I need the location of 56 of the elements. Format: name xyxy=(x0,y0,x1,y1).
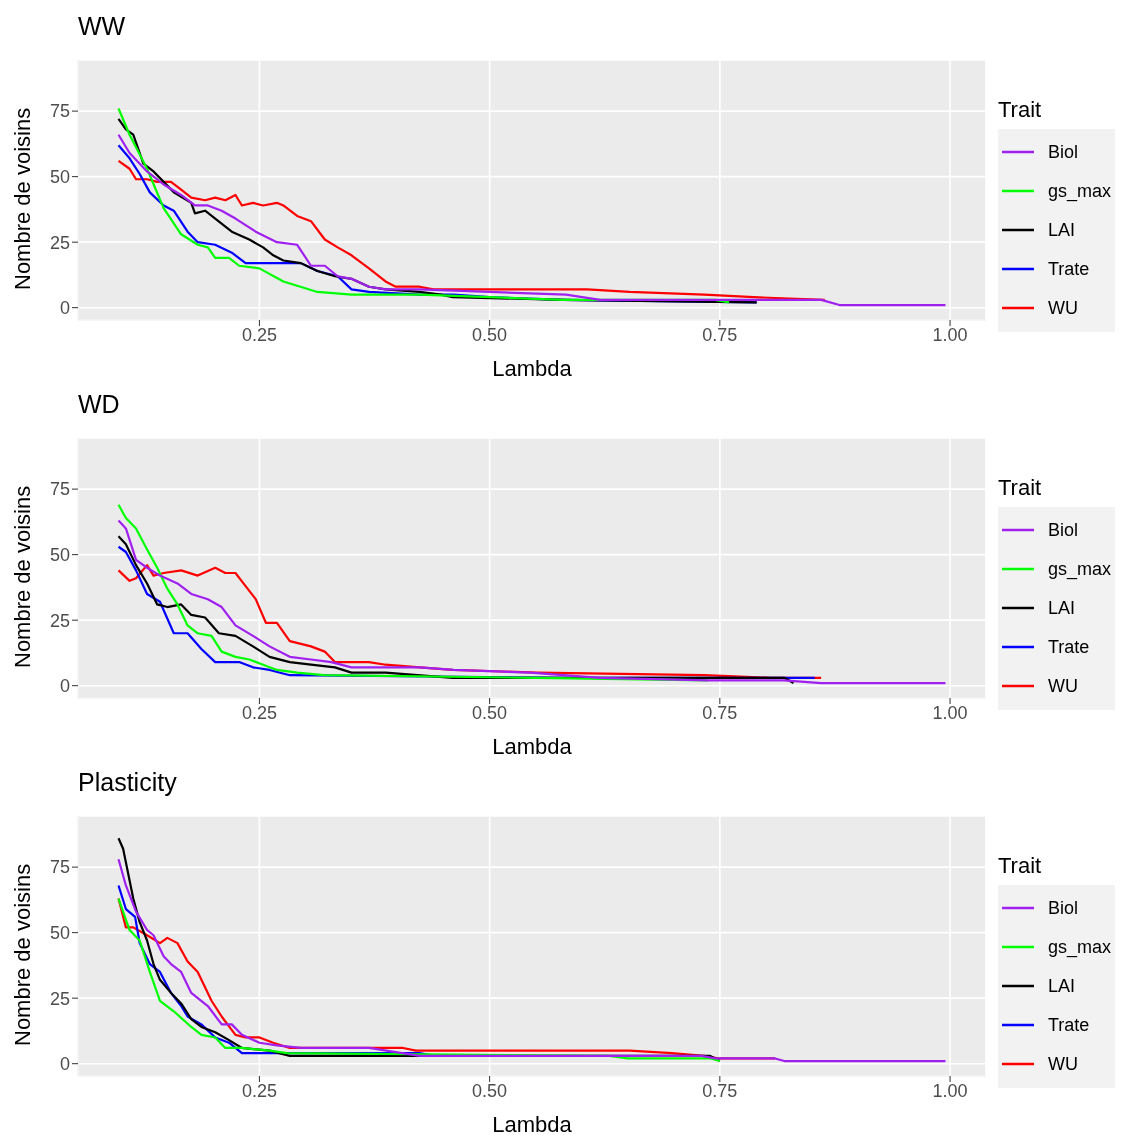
y-tick-label: 75 xyxy=(49,857,70,878)
legend-title: Trait xyxy=(997,474,1043,501)
legend-label: gs_max xyxy=(1047,936,1111,958)
legend-label: Biol xyxy=(1047,141,1078,163)
chart-title: WW xyxy=(78,12,126,41)
legend-label: LAI xyxy=(1047,975,1075,997)
x-tick-label: 0.50 xyxy=(472,1080,508,1101)
x-tick-label: 0.75 xyxy=(702,1080,738,1101)
x-tick-label: 0.25 xyxy=(241,324,277,345)
line-series xyxy=(117,858,947,1063)
line-series xyxy=(117,133,947,307)
x-tick-label: 0.50 xyxy=(472,324,508,345)
legend-title: Trait xyxy=(997,852,1043,879)
legend-label: gs_max xyxy=(1047,180,1111,202)
x-axis-title: Lambda xyxy=(492,1112,573,1135)
legend-label: WU xyxy=(1047,1053,1078,1075)
y-tick-label: 0 xyxy=(59,676,70,697)
y-tick-label: 75 xyxy=(49,101,70,122)
x-tick-label: 1.00 xyxy=(932,324,968,345)
x-axis-title: Lambda xyxy=(492,734,573,759)
y-tick-label: 25 xyxy=(49,610,70,631)
y-tick-label: 50 xyxy=(49,545,70,566)
chart-title: Plasticity xyxy=(78,768,177,797)
y-tick-label: 75 xyxy=(49,479,70,500)
y-tick-label: 50 xyxy=(49,923,70,944)
legend-label: Biol xyxy=(1047,519,1078,541)
legend-label: gs_max xyxy=(1047,558,1111,580)
x-tick-label: 0.25 xyxy=(241,1080,277,1101)
y-tick-label: 50 xyxy=(49,167,70,188)
line-series xyxy=(117,519,947,685)
legend-label: LAI xyxy=(1047,219,1075,241)
y-tick-label: 25 xyxy=(49,232,70,253)
x-tick-label: 0.50 xyxy=(472,702,508,723)
y-axis-title: Nombre de voisins xyxy=(9,107,35,290)
x-tick-label: 1.00 xyxy=(932,702,968,723)
line-series xyxy=(117,503,709,682)
line-series xyxy=(117,159,826,301)
x-tick-label: 0.75 xyxy=(702,324,738,345)
x-tick-label: 0.25 xyxy=(241,702,277,723)
y-axis-title: Nombre de voisins xyxy=(9,485,35,668)
legend-label: Trate xyxy=(1047,258,1090,280)
y-axis-title: Nombre de voisins xyxy=(9,863,35,1046)
y-tick-label: 25 xyxy=(49,988,70,1009)
legend-label: WU xyxy=(1047,297,1078,319)
x-tick-label: 1.00 xyxy=(932,1080,968,1101)
legend-label: Trate xyxy=(1047,636,1090,658)
legend-label: Biol xyxy=(1047,897,1078,919)
y-tick-label: 0 xyxy=(59,298,70,319)
x-tick-label: 0.75 xyxy=(702,702,738,723)
legend-title: Trait xyxy=(997,96,1043,123)
legend-label: Trate xyxy=(1047,1014,1090,1036)
legend-label: LAI xyxy=(1047,597,1075,619)
x-axis-title: Lambda xyxy=(492,356,573,381)
chart-title: WD xyxy=(78,390,120,419)
legend-label: WU xyxy=(1047,675,1078,697)
y-tick-label: 0 xyxy=(59,1054,70,1075)
